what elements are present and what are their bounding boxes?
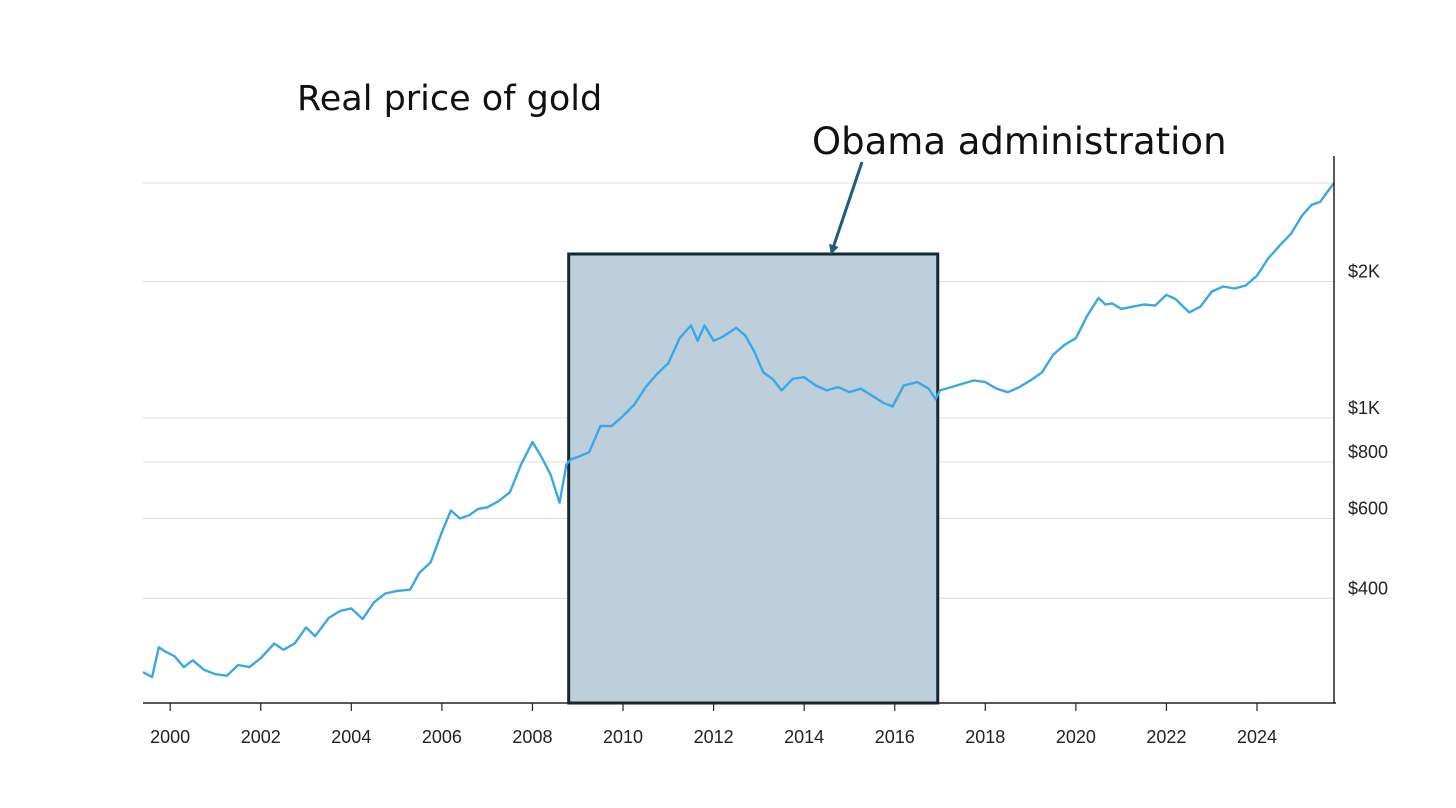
x-tick-label-2012: 2012 bbox=[694, 727, 734, 747]
x-tick-label-2006: 2006 bbox=[422, 727, 462, 747]
x-tick-label-2018: 2018 bbox=[965, 727, 1005, 747]
x-tick-label-2022: 2022 bbox=[1146, 727, 1186, 747]
x-tick-label-2014: 2014 bbox=[784, 727, 824, 747]
annotation-arrow bbox=[829, 161, 864, 255]
y-tick-label-2000: $2K bbox=[1348, 262, 1380, 282]
y-tick-label-1000: $1K bbox=[1348, 398, 1380, 418]
gold-price-line bbox=[142, 182, 1335, 679]
y-tick-label-400: $400 bbox=[1348, 578, 1388, 598]
x-tick-label-2002: 2002 bbox=[241, 727, 281, 747]
obama-administration-label: Obama administration bbox=[812, 120, 1227, 163]
x-tick-label-2004: 2004 bbox=[331, 727, 371, 747]
x-tick-label-2024: 2024 bbox=[1237, 727, 1277, 747]
obama-administration-highlight bbox=[567, 252, 940, 705]
x-tick-label-2008: 2008 bbox=[512, 727, 552, 747]
x-tick-label-2000: 2000 bbox=[150, 727, 190, 747]
x-tick-label-2010: 2010 bbox=[603, 727, 643, 747]
chart-title: Real price of gold bbox=[297, 79, 602, 119]
x-tick-label-2020: 2020 bbox=[1056, 727, 1096, 747]
y-axis-ticks: $400 $600 $800 $1K $2K bbox=[1348, 262, 1388, 599]
y-tick-label-800: $800 bbox=[1348, 442, 1388, 462]
x-axis-ticks: 2000 2002 2004 2006 2008 2010 2012 2014 2016 2018… bbox=[150, 703, 1277, 747]
y-tick-label-600: $600 bbox=[1348, 499, 1388, 519]
x-tick-label-2016: 2016 bbox=[875, 727, 915, 747]
